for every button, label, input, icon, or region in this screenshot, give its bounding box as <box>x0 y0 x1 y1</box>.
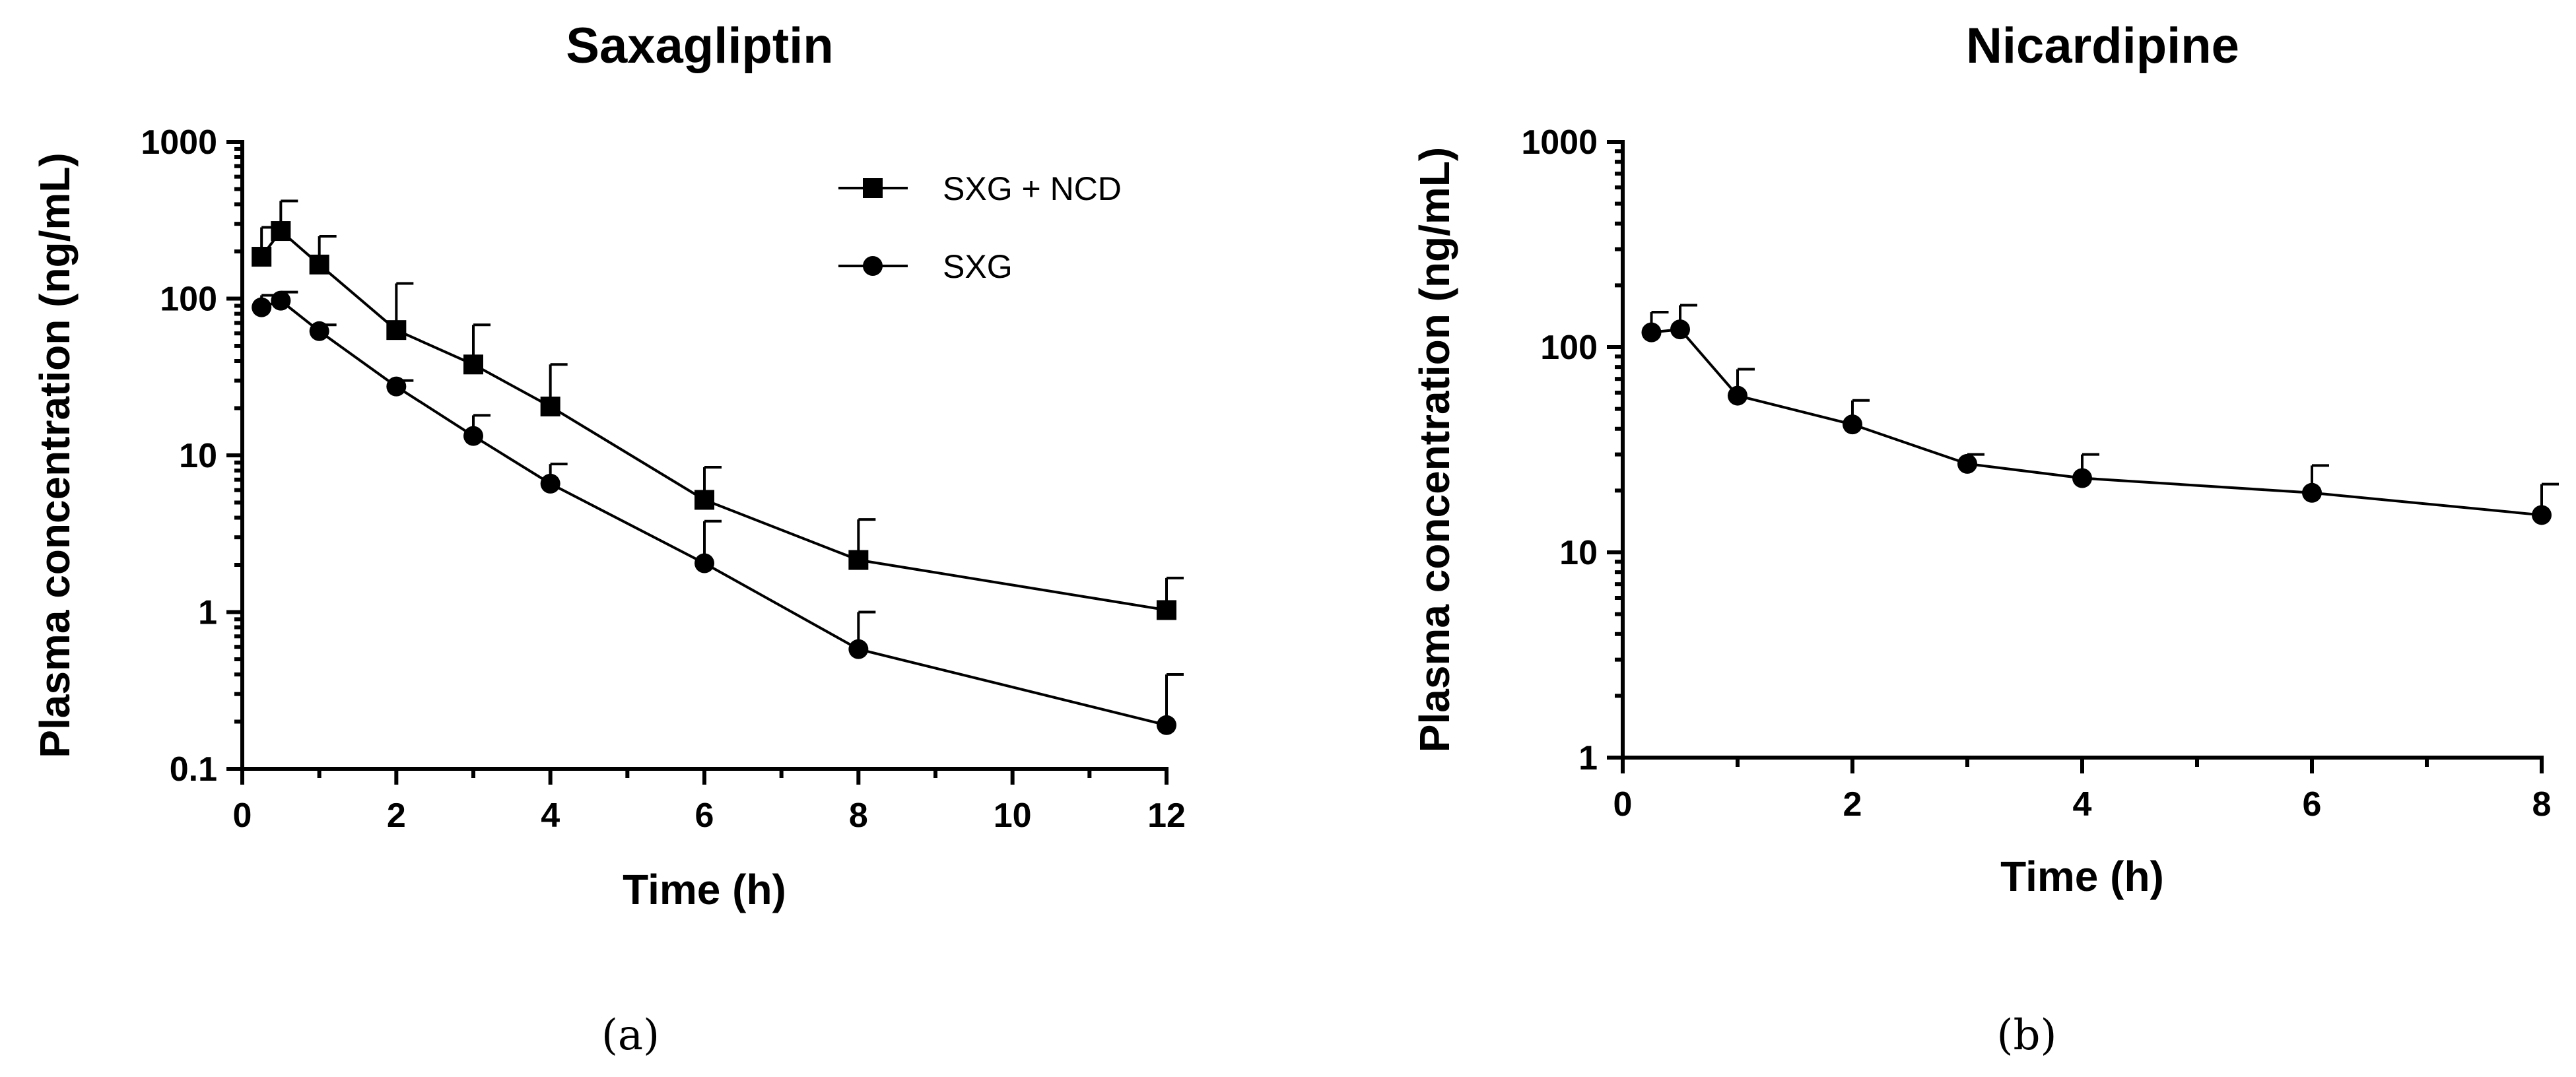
x-tick-label: 10 <box>994 797 1032 835</box>
x-tick-label: 8 <box>849 797 868 835</box>
data-point-circle <box>2072 468 2092 488</box>
x-tick-label: 8 <box>2532 785 2552 824</box>
data-point-circle <box>848 639 869 659</box>
legend-label: SXG + NCD <box>943 170 1122 207</box>
y-tick-label: 1 <box>198 594 217 632</box>
panel-label: (a) <box>601 1011 660 1060</box>
x-tick-label: 2 <box>387 797 406 835</box>
y-axis-label: Plasma concentration (ng/mL) <box>1411 147 1458 752</box>
y-tick-label: 0.1 <box>170 750 217 789</box>
y-tick-label: 1000 <box>1521 123 1598 162</box>
legend-marker-square <box>863 178 883 198</box>
x-axis-label: Time (h) <box>623 866 786 913</box>
series-sxg <box>252 290 1184 735</box>
x-tick-label: 0 <box>1613 785 1633 824</box>
x-axis-label: Time (h) <box>2000 853 2164 900</box>
data-point-circle <box>1728 385 1747 406</box>
data-point-square <box>271 221 291 242</box>
chart-title: Saxagliptin <box>566 18 833 74</box>
data-point-circle <box>1957 453 1977 474</box>
panel-b-nicardipine-chart: Nicardipine 1 10 100 1000 0 2 4 6 8 Time (h) Plasma… <box>1411 18 2559 1060</box>
y-tick-label: 1 <box>1578 739 1598 777</box>
series-line <box>1651 328 2542 517</box>
data-point-circle <box>2302 482 2322 503</box>
x-tick-label: 2 <box>1843 785 1862 824</box>
chart-title: Nicardipine <box>1966 18 2239 74</box>
data-point-circle <box>1157 715 1176 735</box>
data-point-circle <box>463 426 483 446</box>
data-point-circle <box>695 553 714 573</box>
data-point-circle <box>252 297 272 317</box>
x-tick-label: 4 <box>2073 785 2092 824</box>
data-point-square <box>695 490 714 510</box>
y-tick-label: 10 <box>179 437 217 475</box>
data-point-square <box>386 320 407 341</box>
legend-marker-circle <box>863 256 883 276</box>
y-axis-label: Plasma concentration (ng/mL) <box>31 152 79 758</box>
y-tick-label: 100 <box>160 280 217 319</box>
data-point-square <box>540 396 560 416</box>
data-point-circle <box>2532 505 2552 525</box>
data-point-circle <box>1641 322 1662 343</box>
data-point-circle <box>1843 414 1862 435</box>
data-point-circle <box>1670 319 1690 340</box>
data-point-circle <box>386 376 407 397</box>
data-point-circle <box>540 473 560 494</box>
y-tick-label: 1000 <box>141 123 217 162</box>
data-point-square <box>463 354 483 375</box>
y-tick-label: 10 <box>1559 534 1598 572</box>
x-tick-label: 12 <box>1147 797 1186 835</box>
legend: SXG + NCD SXG <box>838 170 1122 285</box>
x-tick-label: 6 <box>695 797 714 835</box>
data-point-square <box>309 254 329 275</box>
data-point-square <box>848 550 869 570</box>
panel-label: (b) <box>1997 1011 2057 1060</box>
x-tick-label: 4 <box>541 797 560 835</box>
x-tick-label: 6 <box>2303 785 2322 824</box>
data-point-circle <box>309 321 329 341</box>
data-point-circle <box>271 290 291 311</box>
data-point-square <box>1157 600 1176 620</box>
data-point-square <box>252 247 272 267</box>
y-tick-label: 100 <box>1540 329 1598 367</box>
panel-a-saxagliptin-chart: Saxagliptin 0.1 1 10 100 1000 0 2 4 6 8 10 12 Time (h… <box>31 18 1186 1060</box>
series-sxg-ncd <box>252 199 1184 620</box>
legend-label: SXG <box>943 248 1013 285</box>
series-ncd <box>1641 304 2559 525</box>
series-line <box>261 299 1167 727</box>
x-tick-label: 0 <box>233 797 252 835</box>
